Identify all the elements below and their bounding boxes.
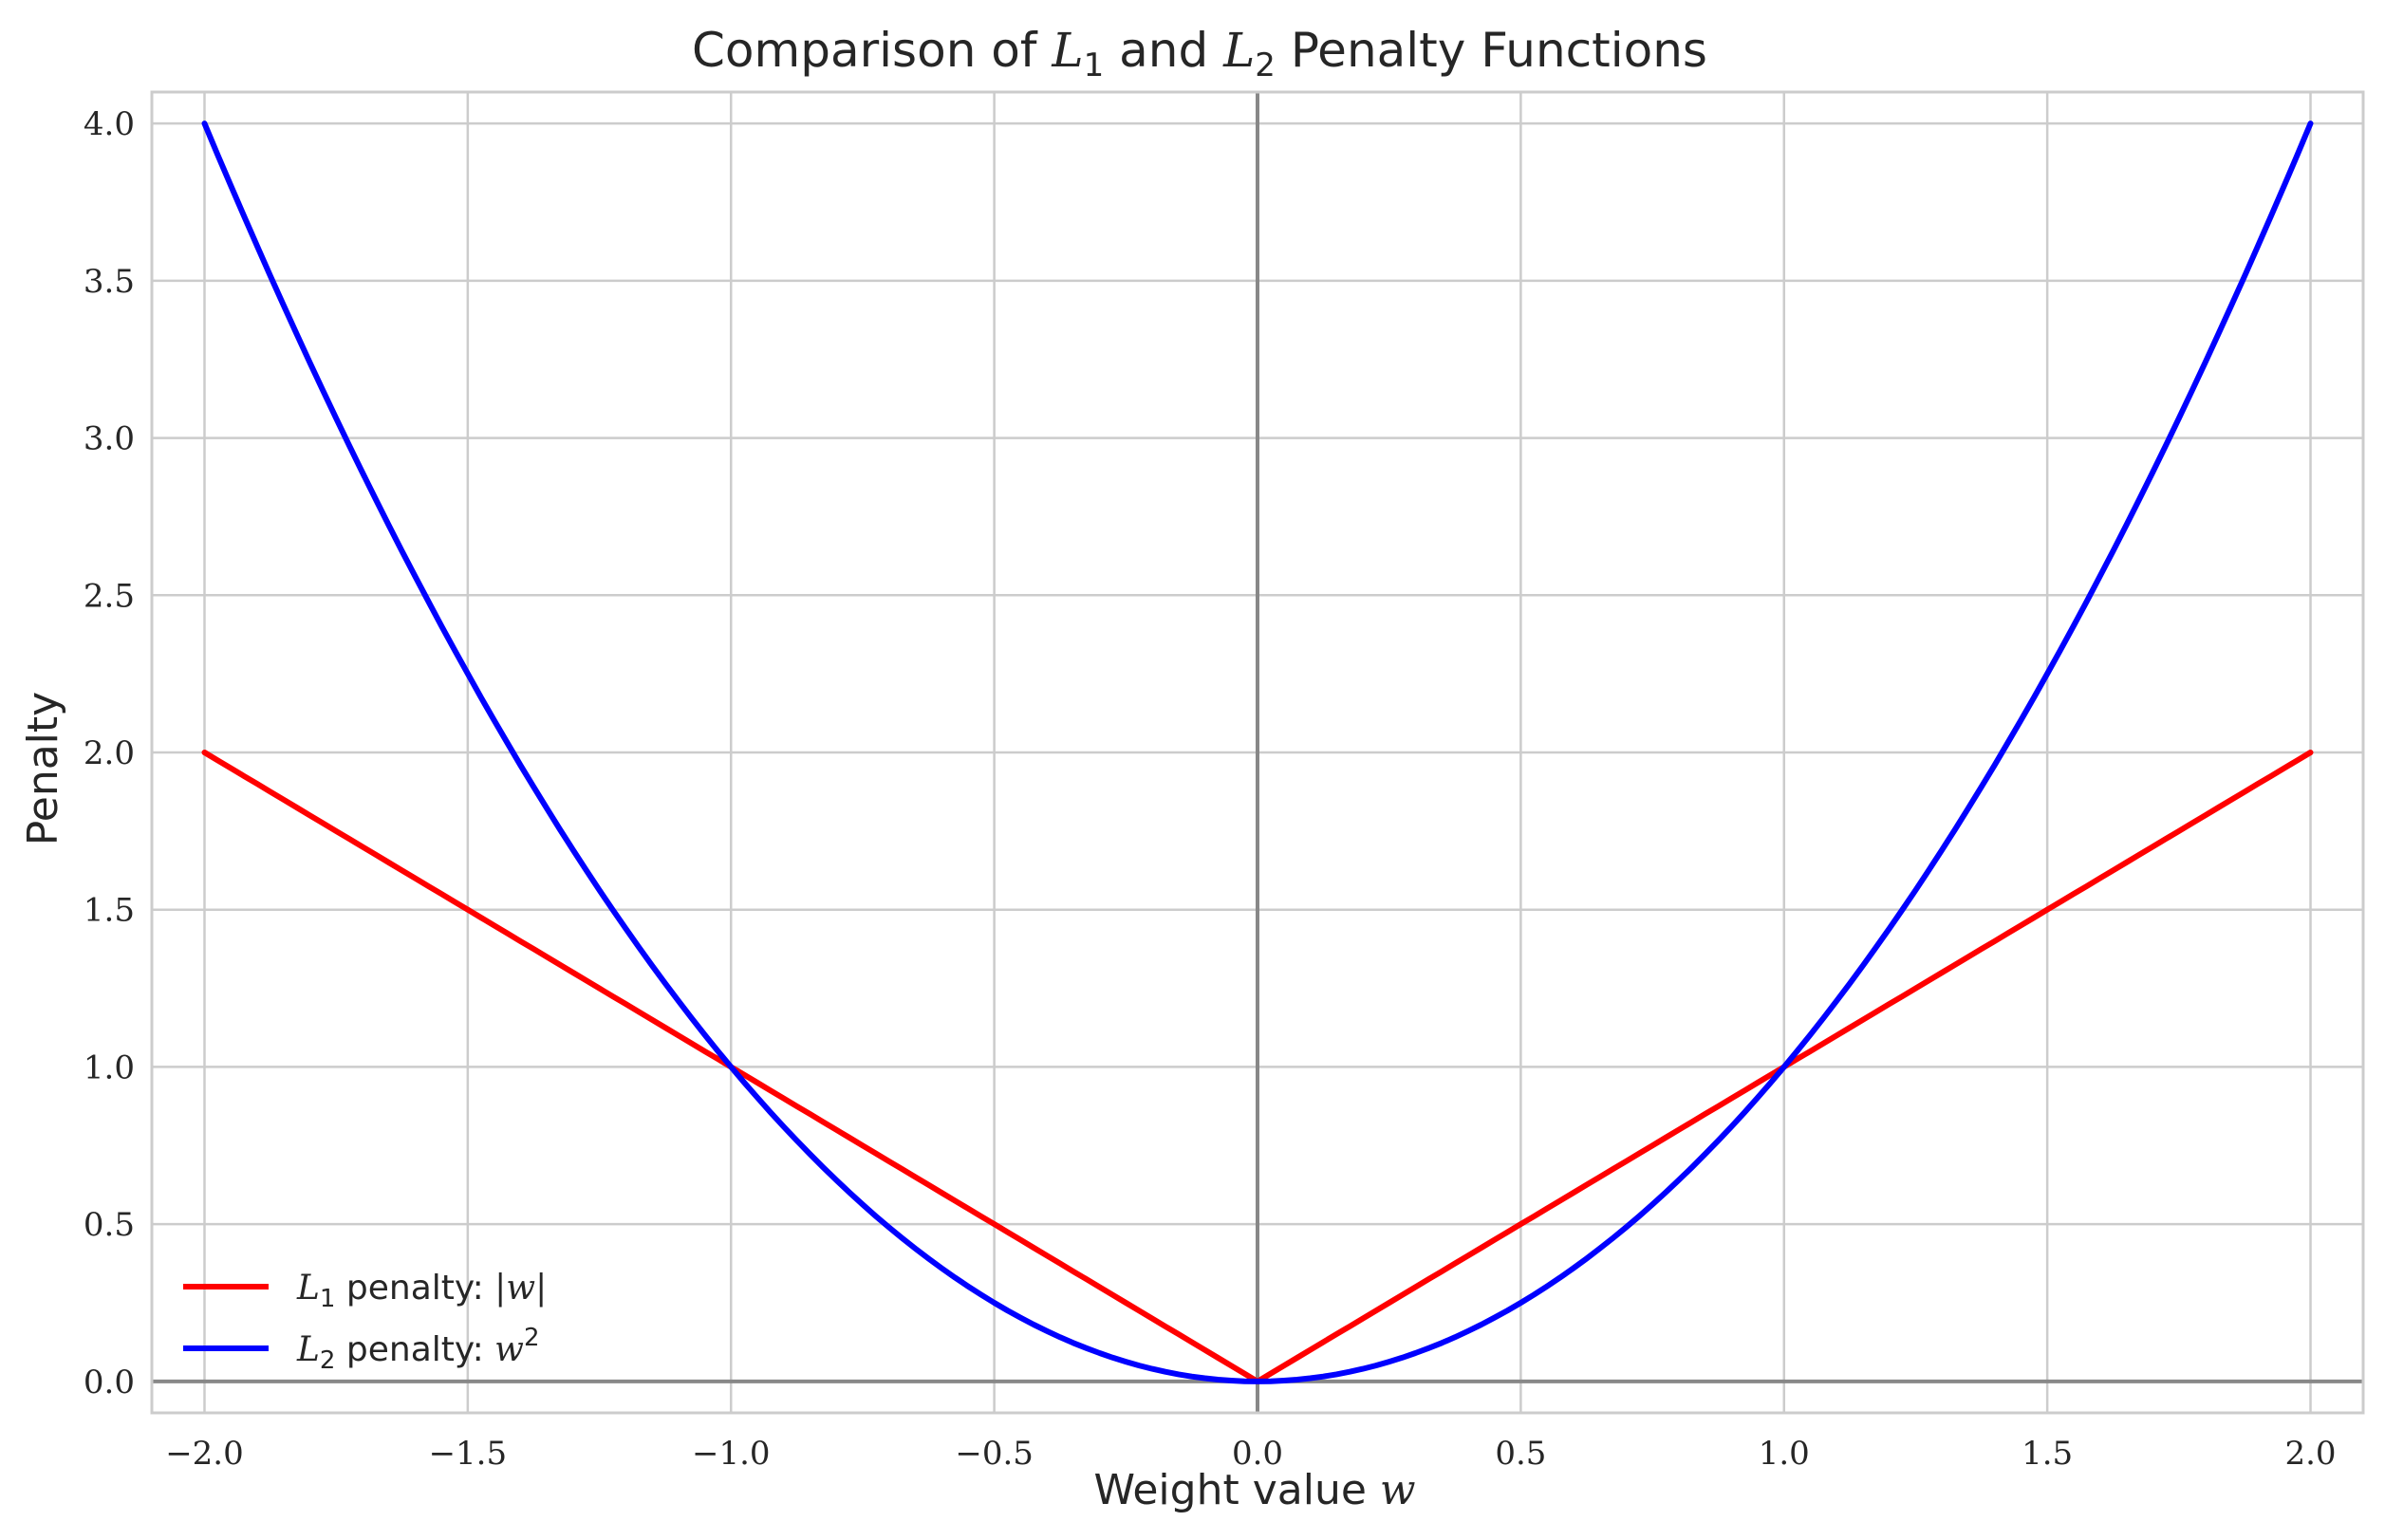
x-tick-label: −1.0 xyxy=(692,1435,771,1473)
series-lines xyxy=(201,121,2314,1384)
x-tick-label: 2.0 xyxy=(2284,1435,2336,1473)
y-tick-label: 3.5 xyxy=(84,263,135,301)
x-tick-label: −0.5 xyxy=(955,1435,1034,1473)
y-tick-label: 1.0 xyxy=(84,1048,135,1086)
x-tick-labels: −2.0 −1.5 −1.0 −0.5 0.0 0.5 1.0 1.5 2.0 xyxy=(165,1435,2336,1473)
legend-l2-label: L2 penalty: w2 xyxy=(296,1324,540,1375)
x-tick-label: 0.0 xyxy=(1232,1435,1283,1473)
x-tick-label: 0.5 xyxy=(1495,1435,1546,1473)
plot-frame xyxy=(150,90,2365,1415)
y-tick-label: 0.5 xyxy=(84,1206,135,1244)
x-tick-label: −1.5 xyxy=(429,1435,508,1473)
chart-title: Comparison of L1 and L2 Penalty Function… xyxy=(692,23,1707,84)
y-tick-label: 4.0 xyxy=(84,105,135,143)
x-tick-label: 1.5 xyxy=(2022,1435,2073,1473)
y-tick-label: 3.0 xyxy=(84,420,135,458)
x-tick-label: 1.0 xyxy=(1759,1435,1810,1473)
x-tick-label: −2.0 xyxy=(165,1435,244,1473)
legend: L1 penalty: |w| L2 penalty: w2 xyxy=(183,1269,547,1375)
x-axis-title: Weight value w xyxy=(1093,1466,1415,1514)
series-line-l2 xyxy=(201,121,2314,1384)
legend-l1-label: L1 penalty: |w| xyxy=(296,1269,547,1313)
y-tick-label: 1.5 xyxy=(84,892,135,930)
y-tick-label: 2.0 xyxy=(84,734,135,772)
y-tick-label: 2.5 xyxy=(84,577,135,615)
y-axis-title: Penalty xyxy=(19,692,67,845)
y-tick-label: 0.0 xyxy=(84,1364,135,1401)
y-tick-labels: 0.0 0.5 1.0 1.5 2.0 2.5 3.0 3.5 4.0 xyxy=(84,105,135,1401)
